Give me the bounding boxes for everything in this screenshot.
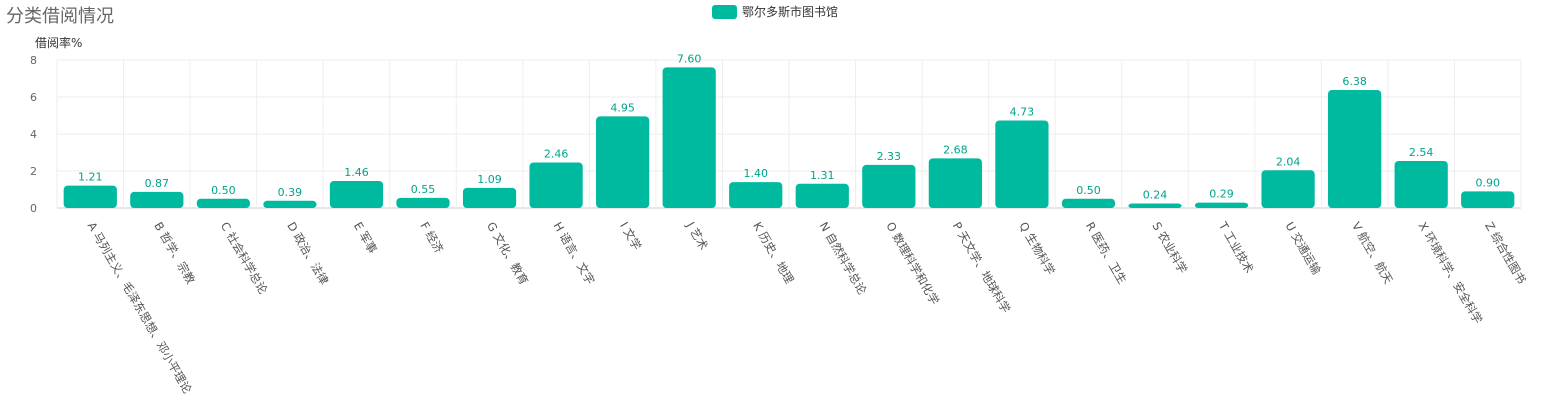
y-axis-title: 借阅率% (35, 35, 82, 50)
x-tick-label: T 工业技术 (1215, 219, 1256, 276)
y-tick-label: 0 (30, 202, 37, 215)
value-label: 0.24 (1143, 189, 1168, 202)
x-tick-label: U 交通运输 (1282, 220, 1323, 278)
value-label: 1.46 (344, 166, 369, 179)
x-tick-label: Z 综合性图书 (1482, 220, 1529, 287)
x-tick-label: R 医药、卫生 (1083, 220, 1130, 287)
bar (1261, 170, 1315, 208)
bar (662, 67, 716, 209)
value-label: 0.50 (211, 184, 236, 197)
value-label: 1.40 (743, 167, 768, 180)
value-label: 4.95 (610, 101, 635, 114)
value-label: 0.50 (1076, 184, 1101, 197)
y-tick-label: 8 (30, 54, 37, 67)
bar (196, 198, 250, 208)
x-tick-label: S 农业科学 (1149, 220, 1190, 276)
x-tick-label: V 航空、航天 (1349, 220, 1396, 287)
value-label: 1.21 (78, 171, 103, 184)
x-tick-label: O 数理科学和化学 (883, 220, 942, 308)
bar (1061, 198, 1116, 208)
value-label: 2.33 (877, 150, 902, 163)
bar (862, 164, 916, 208)
value-label: 0.90 (1475, 176, 1500, 189)
bar (263, 200, 317, 208)
x-tick-label: D 政治、法律 (284, 220, 331, 288)
x-tick-label: G 文化、教育 (484, 220, 531, 288)
value-label: 0.39 (278, 186, 303, 199)
bar (596, 116, 650, 208)
x-tick-label: N 自然科学总论 (817, 220, 870, 298)
bar (63, 185, 117, 208)
bar (1461, 191, 1515, 208)
legend[interactable]: 鄂尔多斯市图书馆 (712, 3, 838, 20)
value-label: 2.68 (943, 143, 968, 156)
bar (396, 197, 450, 208)
value-label: 2.54 (1409, 146, 1434, 159)
y-tick-label: 2 (30, 165, 37, 178)
value-label: 2.04 (1276, 155, 1301, 168)
bar (130, 191, 184, 208)
value-label: 1.31 (810, 169, 835, 182)
value-label: 0.29 (1209, 188, 1234, 201)
value-label: 0.87 (145, 177, 170, 190)
x-tick-label: I 文学 (617, 220, 644, 253)
value-label: 4.73 (1010, 105, 1035, 118)
bar (1394, 161, 1448, 208)
value-label: 2.46 (544, 147, 569, 160)
x-tick-label: K 历史、地理 (750, 220, 797, 287)
bar (529, 162, 583, 208)
y-tick-label: 6 (30, 91, 37, 104)
legend-swatch (712, 4, 737, 19)
value-label: 7.60 (677, 52, 702, 65)
x-tick-label: X 环境科学、安全科学 (1416, 220, 1486, 327)
x-tick-label: P 天文学、地球科学 (950, 220, 1013, 316)
value-label: 0.55 (411, 183, 436, 196)
bar (995, 120, 1049, 208)
page-title: 分类借阅情况 (6, 6, 114, 27)
x-tick-label: J 艺术 (683, 219, 711, 253)
bar (928, 158, 982, 208)
bar (1128, 203, 1182, 208)
x-tick-label: B 哲学、宗教 (151, 220, 198, 287)
bar (795, 183, 849, 208)
x-tick-label: E 军事 (351, 220, 380, 256)
x-tick-label: Q 生物科学 (1016, 220, 1057, 278)
bar (729, 182, 783, 208)
y-tick-label: 4 (30, 128, 37, 141)
x-tick-label: C 社会科学总论 (218, 220, 271, 297)
bar (462, 187, 517, 208)
value-label: 6.38 (1342, 75, 1367, 88)
legend-label: 鄂尔多斯市图书馆 (742, 5, 839, 19)
x-tick-label: F 经济 (417, 220, 446, 256)
bar (1328, 89, 1382, 208)
x-tick-label: H 语言、文字 (550, 220, 597, 287)
bar (1194, 202, 1249, 208)
bar (329, 180, 384, 208)
value-label: 1.09 (477, 173, 502, 186)
